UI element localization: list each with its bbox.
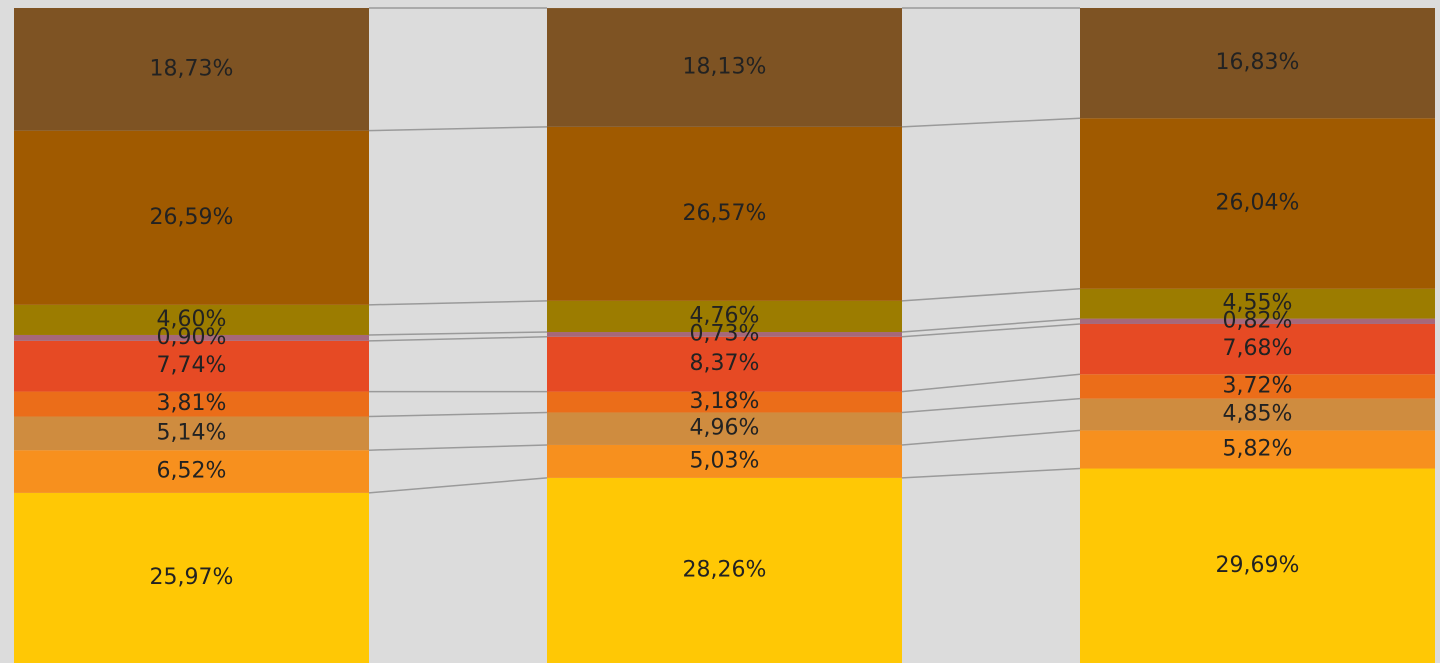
connector-line bbox=[368, 444, 548, 451]
connector-line bbox=[901, 429, 1081, 446]
data-label: 26,57% bbox=[683, 201, 767, 226]
bar-segment bbox=[547, 336, 902, 392]
data-label: 0,82% bbox=[1223, 308, 1293, 333]
bar-segment bbox=[1080, 374, 1435, 399]
data-label: 26,04% bbox=[1216, 191, 1300, 216]
connector-line bbox=[368, 331, 548, 336]
bar-segment bbox=[1080, 8, 1435, 119]
bar-segment bbox=[547, 332, 902, 337]
connector-line bbox=[901, 323, 1081, 338]
connector-line bbox=[901, 288, 1081, 302]
data-label: 6,52% bbox=[157, 459, 227, 484]
data-label: 16,83% bbox=[1216, 50, 1300, 75]
data-label: 18,13% bbox=[683, 54, 767, 79]
bar-segment bbox=[14, 334, 369, 341]
data-label: 4,96% bbox=[690, 416, 760, 441]
connector-line bbox=[901, 397, 1081, 414]
data-label: 4,55% bbox=[1223, 291, 1293, 316]
bar-segment bbox=[14, 304, 369, 335]
bar-segment bbox=[14, 492, 369, 663]
data-label: 29,69% bbox=[1216, 553, 1300, 578]
data-label: 28,26% bbox=[683, 557, 767, 582]
data-label: 3,72% bbox=[1223, 373, 1293, 398]
data-label: 3,18% bbox=[690, 389, 760, 414]
data-label: 5,82% bbox=[1223, 436, 1293, 461]
data-label: 18,73% bbox=[150, 56, 234, 81]
bar-segment bbox=[14, 416, 369, 451]
data-label: 0,73% bbox=[690, 321, 760, 346]
data-label: 4,85% bbox=[1223, 402, 1293, 427]
bar-segment bbox=[14, 130, 369, 305]
bar-segment bbox=[1080, 318, 1435, 324]
bar-segment bbox=[1080, 430, 1435, 469]
bar-segment bbox=[547, 126, 902, 301]
connector-line bbox=[901, 467, 1081, 479]
connector-line bbox=[901, 117, 1081, 128]
connector-line bbox=[368, 411, 548, 418]
data-label: 0,90% bbox=[157, 325, 227, 350]
connector-line bbox=[901, 373, 1081, 393]
bar-segment bbox=[547, 8, 902, 127]
connector-line bbox=[368, 300, 548, 306]
bar-segment bbox=[547, 412, 902, 445]
bar-segment bbox=[14, 391, 369, 417]
bar-segment bbox=[14, 450, 369, 493]
bar-segment bbox=[1080, 118, 1435, 289]
connector-line bbox=[901, 317, 1081, 333]
data-label: 5,14% bbox=[157, 420, 227, 445]
data-label: 4,60% bbox=[157, 307, 227, 332]
data-label: 5,03% bbox=[690, 448, 760, 473]
data-label: 4,76% bbox=[690, 303, 760, 328]
data-label: 7,74% bbox=[157, 353, 227, 378]
data-label: 8,37% bbox=[690, 351, 760, 376]
data-label: 25,97% bbox=[150, 565, 234, 590]
bar-segment bbox=[1080, 323, 1435, 375]
data-label: 26,59% bbox=[150, 205, 234, 230]
bar-segment bbox=[547, 300, 902, 333]
bar-segment bbox=[1080, 398, 1435, 431]
connector-line bbox=[368, 336, 548, 342]
data-label: 7,68% bbox=[1223, 336, 1293, 361]
connector-line bbox=[368, 477, 548, 494]
bar-segment bbox=[14, 340, 369, 392]
data-label: 3,81% bbox=[157, 391, 227, 416]
bar-segment bbox=[1080, 468, 1435, 663]
bar-segment bbox=[547, 391, 902, 413]
bar-segment bbox=[1080, 288, 1435, 319]
connector-line bbox=[368, 126, 548, 132]
bar-segment bbox=[547, 444, 902, 478]
bar-segment bbox=[14, 8, 369, 131]
bar-segment bbox=[547, 477, 902, 663]
